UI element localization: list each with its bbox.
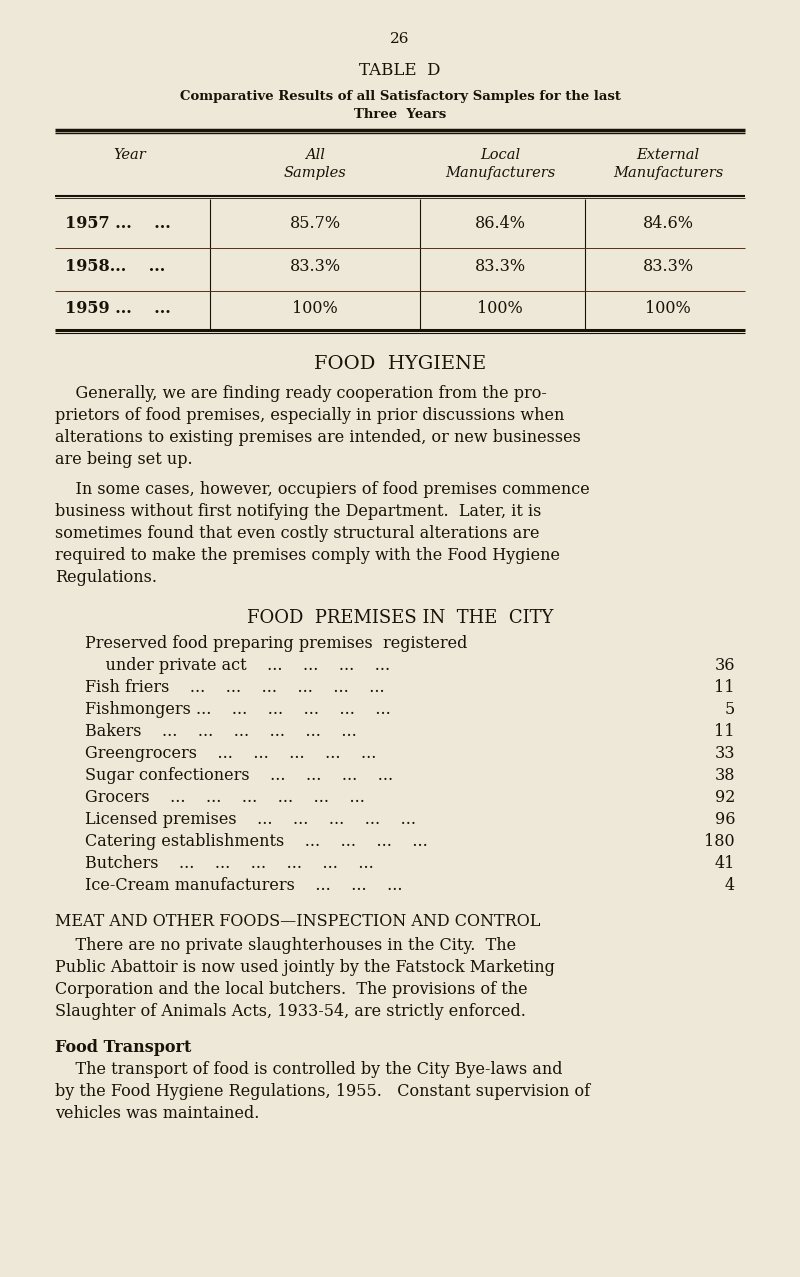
Text: 92: 92	[714, 789, 735, 806]
Text: 41: 41	[714, 856, 735, 872]
Text: Fishmongers ...    ...    ...    ...    ...    ...: Fishmongers ... ... ... ... ... ...	[85, 701, 390, 718]
Text: FOOD  HYGIENE: FOOD HYGIENE	[314, 355, 486, 373]
Text: 100%: 100%	[292, 300, 338, 317]
Text: required to make the premises comply with the Food Hygiene: required to make the premises comply wit…	[55, 547, 560, 564]
Text: 11: 11	[714, 679, 735, 696]
Text: Generally, we are finding ready cooperation from the pro-: Generally, we are finding ready cooperat…	[55, 384, 547, 402]
Text: Sugar confectioners    ...    ...    ...    ...: Sugar confectioners ... ... ... ...	[85, 767, 393, 784]
Text: There are no private slaughterhouses in the City.  The: There are no private slaughterhouses in …	[55, 937, 516, 954]
Text: Butchers    ...    ...    ...    ...    ...    ...: Butchers ... ... ... ... ... ...	[85, 856, 374, 872]
Text: are being set up.: are being set up.	[55, 451, 193, 467]
Text: business without first notifying the Department.  Later, it is: business without first notifying the Dep…	[55, 503, 542, 520]
Text: prietors of food premises, especially in prior discussions when: prietors of food premises, especially in…	[55, 407, 564, 424]
Text: 38: 38	[714, 767, 735, 784]
Text: Regulations.: Regulations.	[55, 570, 157, 586]
Text: 5: 5	[725, 701, 735, 718]
Text: 1959 ...    ...: 1959 ... ...	[65, 300, 170, 317]
Text: 180: 180	[704, 833, 735, 850]
Text: by the Food Hygiene Regulations, 1955.   Constant supervision of: by the Food Hygiene Regulations, 1955. C…	[55, 1083, 590, 1099]
Text: Ice-Cream manufacturers    ...    ...    ...: Ice-Cream manufacturers ... ... ...	[85, 877, 402, 894]
Text: 83.3%: 83.3%	[642, 258, 694, 275]
Text: MEAT AND OTHER FOODS—INSPECTION AND CONTROL: MEAT AND OTHER FOODS—INSPECTION AND CONT…	[55, 913, 540, 930]
Text: Public Abattoir is now used jointly by the Fatstock Marketing: Public Abattoir is now used jointly by t…	[55, 959, 555, 976]
Text: 96: 96	[714, 811, 735, 827]
Text: The transport of food is controlled by the City Bye-laws and: The transport of food is controlled by t…	[55, 1061, 562, 1078]
Text: Year: Year	[114, 148, 146, 162]
Text: 36: 36	[714, 656, 735, 674]
Text: Food Transport: Food Transport	[55, 1039, 191, 1056]
Text: under private act    ...    ...    ...    ...: under private act ... ... ... ...	[85, 656, 390, 674]
Text: 100%: 100%	[645, 300, 691, 317]
Text: All: All	[305, 148, 325, 162]
Text: 83.3%: 83.3%	[290, 258, 341, 275]
Text: Comparative Results of all Satisfactory Samples for the last: Comparative Results of all Satisfactory …	[179, 89, 621, 103]
Text: 86.4%: 86.4%	[474, 215, 526, 232]
Text: In some cases, however, occupiers of food premises commence: In some cases, however, occupiers of foo…	[55, 481, 590, 498]
Text: External: External	[637, 148, 699, 162]
Text: Corporation and the local butchers.  The provisions of the: Corporation and the local butchers. The …	[55, 981, 528, 999]
Text: Three  Years: Three Years	[354, 109, 446, 121]
Text: 4: 4	[725, 877, 735, 894]
Text: sometimes found that even costly structural alterations are: sometimes found that even costly structu…	[55, 525, 539, 541]
Text: Catering establishments    ...    ...    ...    ...: Catering establishments ... ... ... ...	[85, 833, 428, 850]
Text: Licensed premises    ...    ...    ...    ...    ...: Licensed premises ... ... ... ... ...	[85, 811, 416, 827]
Text: 1957 ...    ...: 1957 ... ...	[65, 215, 170, 232]
Text: Manufacturers: Manufacturers	[445, 166, 555, 180]
Text: 33: 33	[714, 744, 735, 762]
Text: Preserved food preparing premises  registered: Preserved food preparing premises regist…	[85, 635, 467, 653]
Text: FOOD  PREMISES IN  THE  CITY: FOOD PREMISES IN THE CITY	[247, 609, 553, 627]
Text: Local: Local	[480, 148, 520, 162]
Text: 84.6%: 84.6%	[642, 215, 694, 232]
Text: Manufacturers: Manufacturers	[613, 166, 723, 180]
Text: 100%: 100%	[477, 300, 523, 317]
Text: 1958...    ...: 1958... ...	[65, 258, 166, 275]
Text: Greengrocers    ...    ...    ...    ...    ...: Greengrocers ... ... ... ... ...	[85, 744, 376, 762]
Text: 26: 26	[390, 32, 410, 46]
Text: Slaughter of Animals Acts, 1933-54, are strictly enforced.: Slaughter of Animals Acts, 1933-54, are …	[55, 1002, 526, 1020]
Text: Fish friers    ...    ...    ...    ...    ...    ...: Fish friers ... ... ... ... ... ...	[85, 679, 385, 696]
Text: Samples: Samples	[284, 166, 346, 180]
Text: 11: 11	[714, 723, 735, 739]
Text: Grocers    ...    ...    ...    ...    ...    ...: Grocers ... ... ... ... ... ...	[85, 789, 365, 806]
Text: vehicles was maintained.: vehicles was maintained.	[55, 1105, 259, 1122]
Text: 83.3%: 83.3%	[474, 258, 526, 275]
Text: alterations to existing premises are intended, or new businesses: alterations to existing premises are int…	[55, 429, 581, 446]
Text: TABLE  D: TABLE D	[359, 63, 441, 79]
Text: Bakers    ...    ...    ...    ...    ...    ...: Bakers ... ... ... ... ... ...	[85, 723, 357, 739]
Text: 85.7%: 85.7%	[290, 215, 341, 232]
